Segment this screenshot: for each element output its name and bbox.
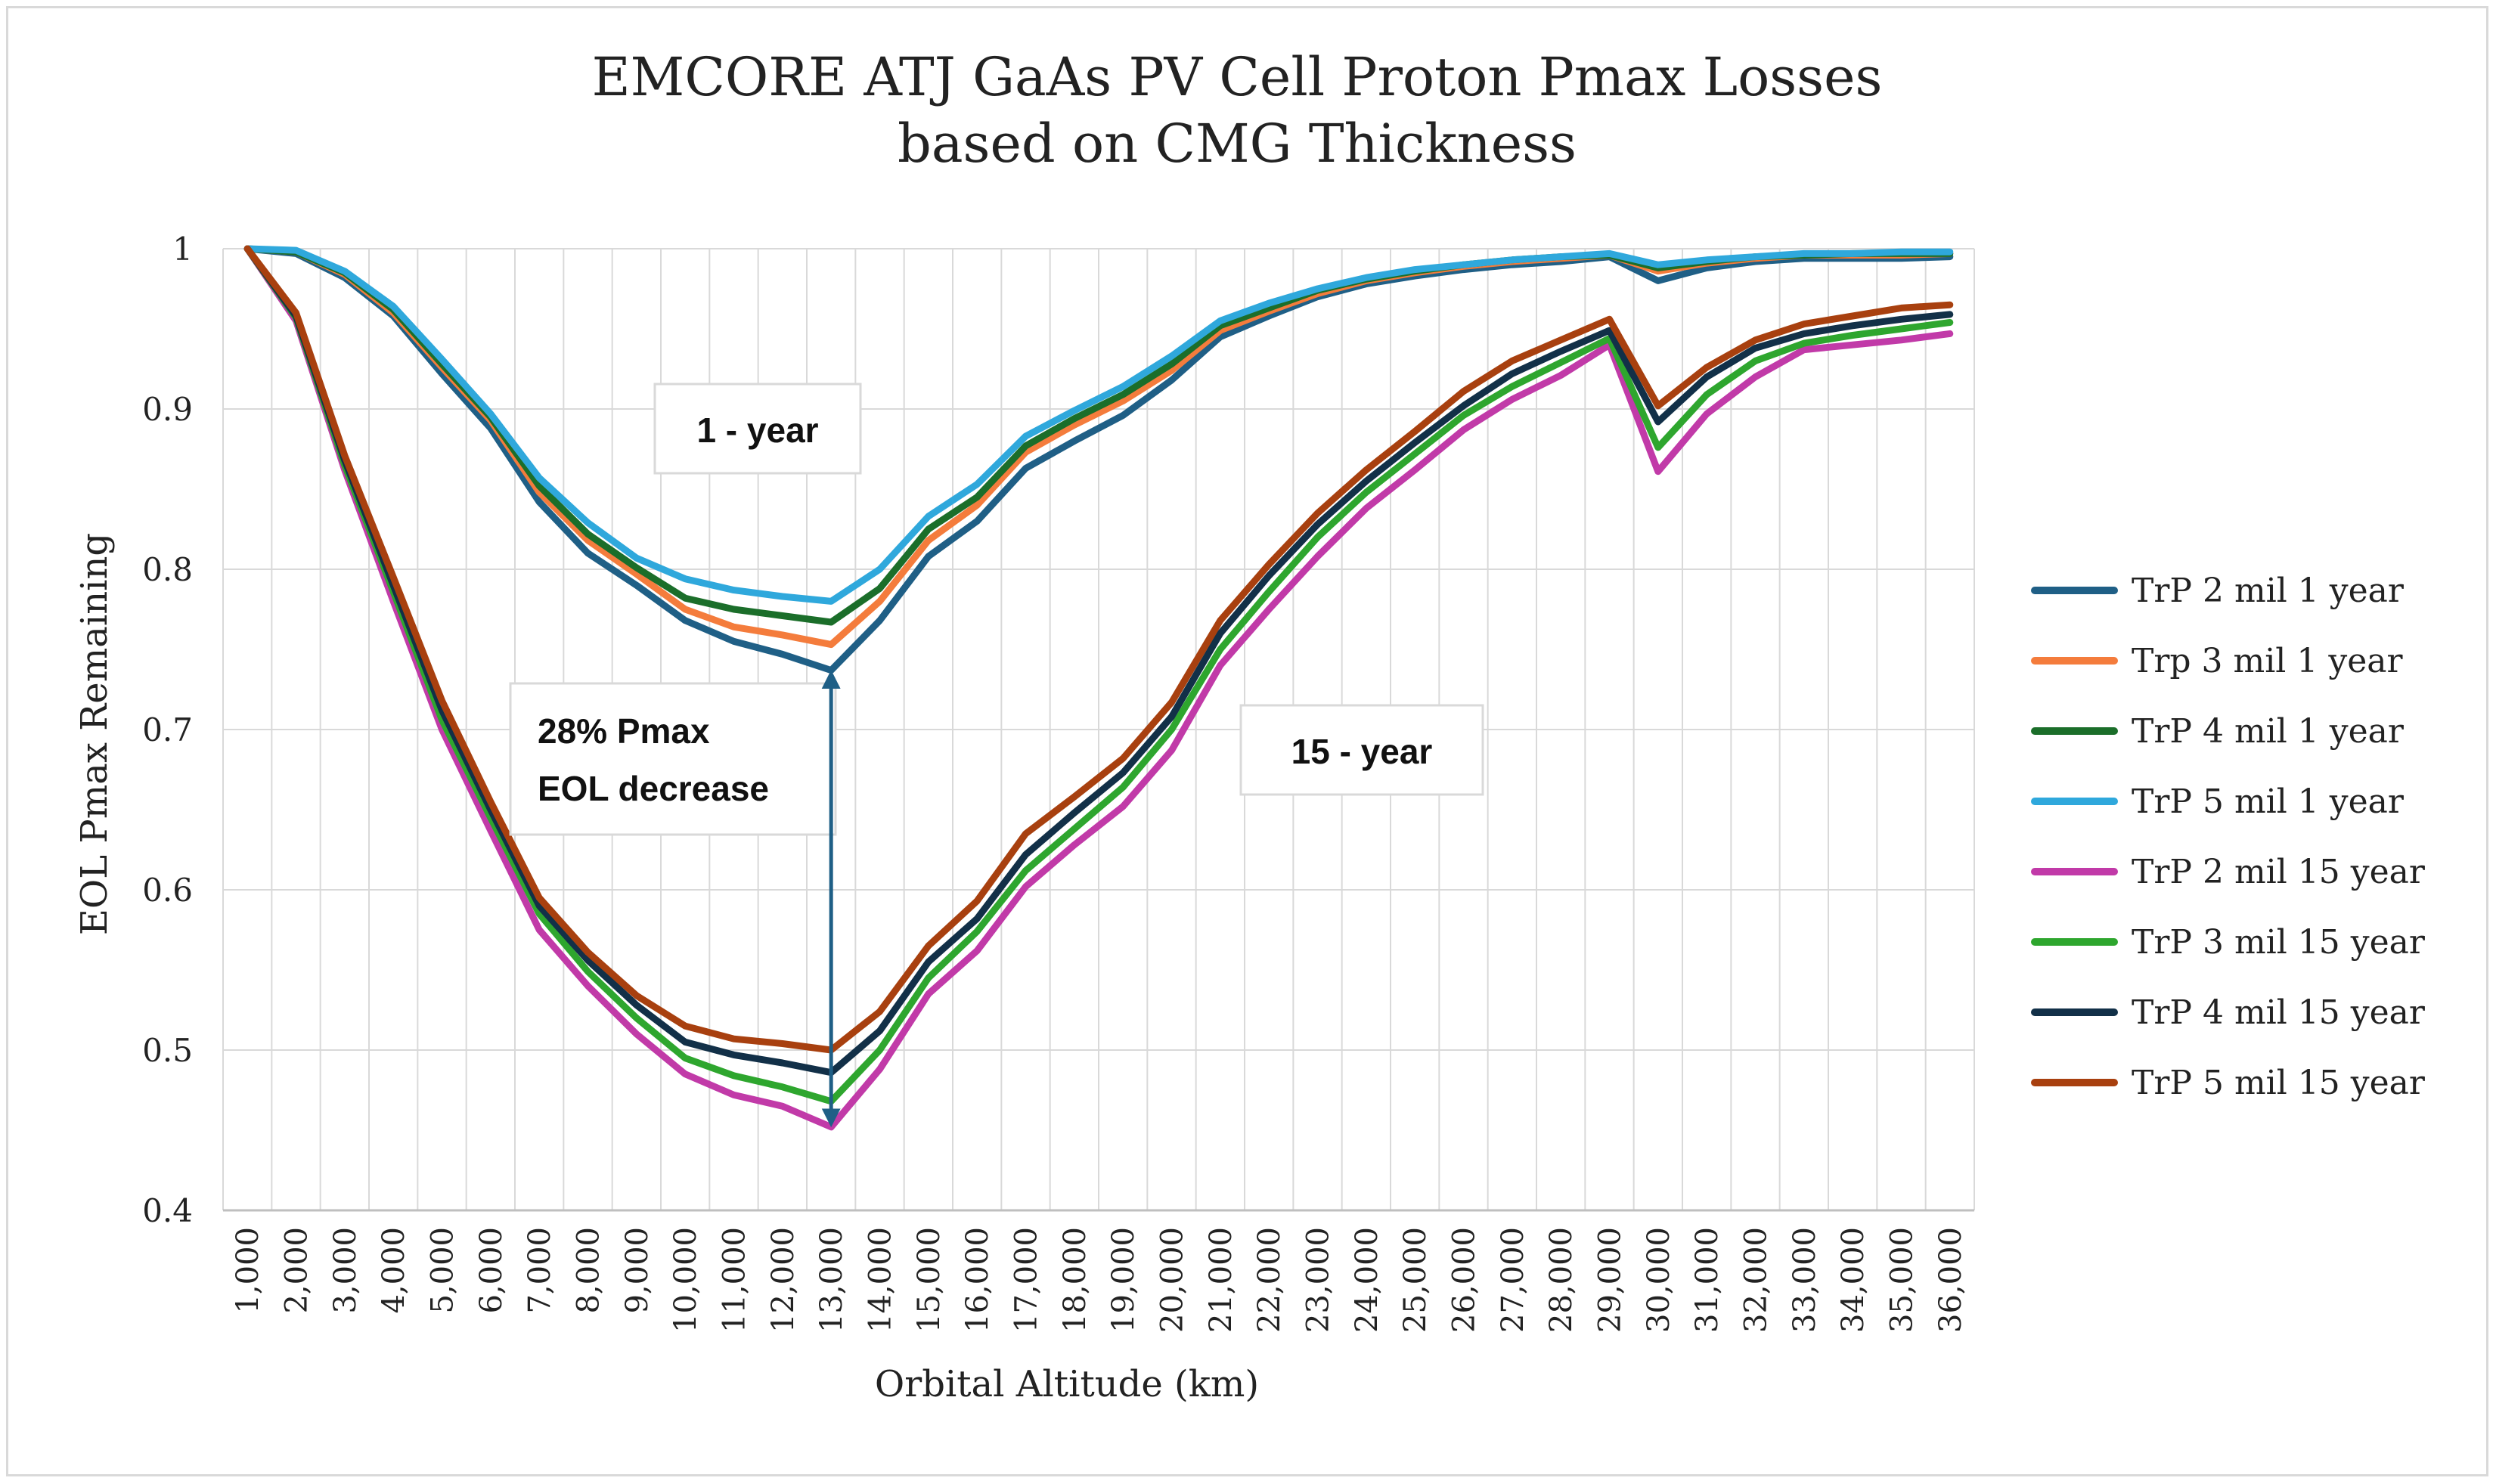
fifteen-year-annotation: 15 - year — [1239, 704, 1484, 796]
series-lines — [243, 245, 1954, 1131]
series-line — [243, 245, 1954, 1131]
x-tick-label: 30,000 — [1642, 1227, 1676, 1333]
y-tick-label: 0.5 — [142, 1032, 193, 1069]
x-tick-label: 26,000 — [1447, 1227, 1482, 1333]
legend-label: TrP 2 mil 1 year — [2132, 572, 2405, 610]
x-tick-label: 32,000 — [1739, 1227, 1774, 1333]
chart-title-line1: EMCORE ATJ GaAs PV Cell Proton Pmax Loss… — [592, 46, 1883, 108]
y-tick-labels: 0.4 0.5 0.6 0.7 0.8 0.9 1 — [142, 231, 193, 1229]
y-tick-label: 1 — [172, 231, 193, 268]
x-tick-label: 21,000 — [1204, 1227, 1239, 1333]
series-line — [243, 245, 1954, 605]
x-tick-label: 33,000 — [1788, 1227, 1822, 1333]
decrease-label-line2: EOL decrease — [538, 769, 769, 808]
legend-label: TrP 5 mil 15 year — [2132, 1064, 2426, 1102]
x-tick-label: 4,000 — [377, 1227, 411, 1314]
x-tick-label: 11,000 — [718, 1227, 752, 1333]
fifteen-year-label: 15 - year — [1291, 732, 1433, 771]
one-year-box — [653, 383, 862, 475]
series-line — [243, 245, 1954, 1077]
y-tick-label: 0.8 — [142, 551, 193, 588]
legend-label: TrP 4 mil 1 year — [2132, 712, 2405, 751]
x-axis-label: Orbital Altitude (km) — [875, 1363, 1259, 1405]
x-tick-label: 36,000 — [1933, 1227, 1968, 1333]
series-line — [243, 245, 1954, 674]
x-tick-label: 1,000 — [231, 1227, 265, 1314]
x-tick-label: 19,000 — [1106, 1227, 1141, 1333]
x-tick-label: 13,000 — [814, 1227, 849, 1333]
chart-title-line2: based on CMG Thickness — [898, 113, 1577, 175]
x-tick-label: 29,000 — [1593, 1227, 1628, 1333]
x-tick-labels: 1,000 2,000 3,000 4,000 5,000 6,000 7,000 8,000… — [231, 1227, 1968, 1333]
y-tick-label: 0.6 — [142, 872, 193, 909]
legend-label: Trp 3 mil 1 year — [2132, 642, 2403, 680]
x-tick-label: 12,000 — [766, 1227, 801, 1333]
decrease-label-line1: 28% Pmax — [538, 711, 710, 751]
x-tick-label: 28,000 — [1544, 1227, 1579, 1333]
x-tick-label: 23,000 — [1301, 1227, 1336, 1333]
chart-frame: EMCORE ATJ GaAs PV Cell Proton Pmax Loss… — [6, 6, 2488, 1476]
x-tick-label: 9,000 — [620, 1227, 655, 1314]
x-tick-label: 25,000 — [1398, 1227, 1433, 1333]
x-tick-label: 6,000 — [474, 1227, 509, 1314]
x-tick-label: 8,000 — [572, 1227, 606, 1314]
y-tick-label: 0.9 — [142, 391, 193, 428]
x-tick-label: 5,000 — [426, 1227, 460, 1314]
one-year-label: 1 - year — [696, 411, 818, 450]
line-chart: EMCORE ATJ GaAs PV Cell Proton Pmax Loss… — [73, 46, 2426, 1405]
x-tick-label: 22,000 — [1252, 1227, 1287, 1333]
x-tick-label: 14,000 — [864, 1227, 898, 1333]
y-axis-label: EOL Pmax Remaining — [73, 533, 116, 935]
x-tick-label: 10,000 — [668, 1227, 703, 1333]
legend-label: TrP 2 mil 15 year — [2132, 853, 2426, 891]
x-tick-label: 17,000 — [1009, 1227, 1044, 1333]
x-tick-label: 15,000 — [912, 1227, 947, 1333]
series-line — [243, 245, 1954, 1105]
decrease-box — [509, 682, 837, 836]
x-tick-label: 7,000 — [522, 1227, 557, 1314]
y-tick-label: 0.7 — [142, 711, 193, 748]
x-tick-label: 24,000 — [1350, 1227, 1384, 1333]
legend-label: TrP 3 mil 15 year — [2132, 923, 2426, 962]
x-tick-label: 31,000 — [1690, 1227, 1725, 1333]
x-tick-label: 3,000 — [328, 1227, 363, 1314]
x-tick-label: 20,000 — [1155, 1227, 1190, 1333]
legend: TrP 2 mil 1 year Trp 3 mil 1 year TrP 4 mi… — [2031, 572, 2426, 1102]
decrease-annotation: 28% Pmax EOL decrease — [509, 682, 837, 836]
legend-label: TrP 5 mil 1 year — [2132, 782, 2405, 821]
x-tick-label: 35,000 — [1885, 1227, 1920, 1333]
x-tick-label: 18,000 — [1058, 1227, 1093, 1333]
x-tick-label: 16,000 — [960, 1227, 995, 1333]
x-tick-label: 2,000 — [280, 1227, 315, 1314]
fifteen-year-box — [1239, 704, 1484, 796]
y-tick-label: 0.4 — [142, 1192, 193, 1229]
x-tick-label: 34,000 — [1836, 1227, 1871, 1333]
one-year-annotation: 1 - year — [653, 383, 862, 475]
series-line — [243, 245, 1954, 1054]
legend-label: TrP 4 mil 15 year — [2132, 993, 2426, 1032]
x-tick-label: 27,000 — [1496, 1227, 1530, 1333]
